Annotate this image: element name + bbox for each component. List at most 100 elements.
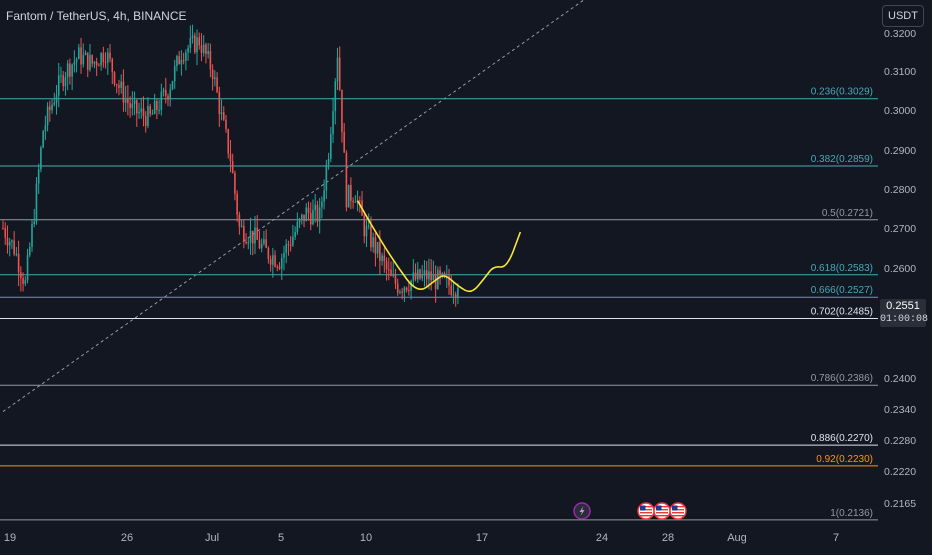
candle-body	[2, 228, 4, 229]
candle-body	[318, 207, 321, 222]
trendline-layer	[2, 0, 585, 412]
candle-body	[193, 35, 196, 53]
candle-body	[379, 241, 381, 261]
candle-body	[136, 100, 138, 114]
candle-body	[370, 225, 372, 248]
candle-body	[115, 84, 118, 86]
candle-body	[211, 69, 214, 80]
candle-body	[167, 95, 169, 100]
candle-body	[173, 65, 176, 82]
candle-body	[28, 246, 31, 256]
candle-body	[260, 243, 263, 249]
candle-body	[44, 125, 47, 132]
flag-stripe	[672, 506, 684, 508]
candle-body	[209, 51, 212, 70]
symbol-title[interactable]: Fantom / TetherUS, 4h, BINANCE	[6, 9, 187, 23]
candle-body	[385, 261, 388, 270]
candle-body	[387, 269, 390, 271]
candle-body	[412, 272, 415, 281]
candle-body	[249, 230, 252, 243]
candle-body	[205, 44, 207, 54]
candle-body	[345, 152, 348, 208]
candle-body	[390, 269, 392, 276]
flag-stripe	[656, 512, 668, 514]
price-tick-label: 0.2165	[884, 498, 916, 510]
candle-body	[240, 225, 243, 227]
candle-body	[35, 183, 38, 222]
candle-body	[419, 269, 421, 279]
candle-body	[454, 294, 457, 299]
candle-body	[367, 225, 370, 227]
candle-body	[416, 269, 419, 280]
candle-body	[347, 184, 350, 208]
candle-body	[341, 89, 343, 133]
flag-stripe	[672, 515, 684, 517]
lightning-icon[interactable]	[573, 502, 591, 520]
candle-body	[305, 207, 308, 222]
candle-body	[13, 240, 15, 254]
candle-body	[254, 227, 256, 244]
candle-body	[31, 223, 33, 247]
candle-body	[332, 111, 334, 135]
candle-body	[443, 273, 446, 277]
candle-body	[129, 103, 131, 108]
candle-body	[102, 53, 105, 63]
time-axis-bg	[0, 522, 878, 550]
candle-body	[4, 228, 7, 238]
candle-body	[303, 214, 305, 222]
candle-body	[374, 237, 377, 254]
price-tick-label: 0.2400	[884, 373, 916, 385]
candle-body	[156, 100, 158, 110]
candle-body	[269, 259, 272, 265]
candle-body	[162, 90, 165, 92]
candle-body	[57, 75, 60, 96]
candle-body	[149, 106, 151, 115]
time-tick-label: 19	[4, 532, 16, 544]
candle-body	[296, 221, 299, 233]
price-tick-label: 0.2800	[884, 184, 916, 196]
fib-level-label: 0.666(0.2527)	[811, 285, 873, 296]
candle-body	[334, 81, 337, 112]
fib-level-label: 0.702(0.2485)	[811, 307, 873, 318]
time-tick-label: 10	[360, 532, 372, 544]
candle-body	[138, 111, 140, 114]
candle-body	[180, 59, 183, 65]
flag-stripe	[640, 506, 652, 508]
candle-body	[178, 56, 180, 65]
candle-body	[98, 65, 100, 67]
candle-body	[26, 255, 29, 281]
candle-body	[365, 226, 368, 237]
candle-body	[120, 81, 122, 88]
candle-body	[396, 283, 399, 293]
candle-body	[441, 273, 444, 276]
event-markers	[573, 502, 687, 520]
candle-body	[111, 58, 114, 73]
projection-layer	[356, 200, 522, 293]
candle-body	[289, 244, 292, 246]
candle-body	[15, 253, 18, 255]
candle-body	[69, 63, 71, 77]
us-flag-icon[interactable]	[669, 502, 687, 520]
candle-body	[450, 285, 453, 295]
candle-body	[222, 112, 225, 120]
candle-body	[350, 184, 352, 201]
fib-level-label: 0.5(0.2721)	[822, 208, 873, 219]
price-tick-label: 0.2700	[884, 223, 916, 235]
candle-body	[258, 239, 261, 249]
us-flag-ring	[653, 502, 671, 520]
candle-body	[198, 37, 201, 46]
price-tick-label: 0.2340	[884, 404, 916, 416]
candle-body	[452, 294, 455, 296]
candle-body	[376, 241, 379, 254]
us-flag-icon[interactable]	[637, 502, 655, 520]
candle-body	[55, 95, 58, 103]
currency-button[interactable]: USDT	[882, 5, 924, 27]
candle-body	[272, 255, 274, 265]
candle-body	[421, 274, 424, 279]
projection-path	[356, 200, 522, 293]
us-flag-icon[interactable]	[653, 502, 671, 520]
time-tick-label: 26	[121, 532, 133, 544]
candle-body	[40, 147, 42, 170]
